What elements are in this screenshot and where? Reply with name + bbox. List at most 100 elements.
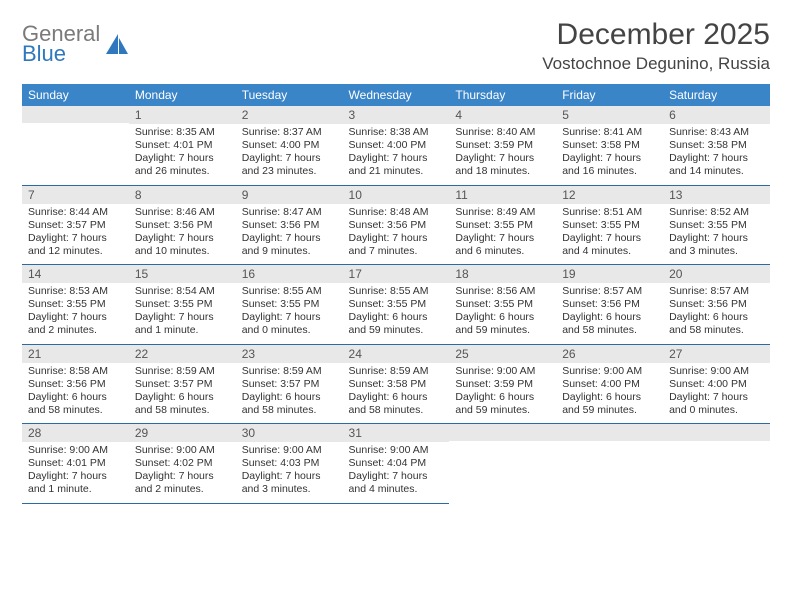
sunset: Sunset: 3:55 PM [562, 219, 657, 232]
daylight-line1: Daylight: 6 hours [455, 391, 550, 404]
day-details: Sunrise: 8:43 AMSunset: 3:58 PMDaylight:… [663, 124, 770, 185]
calendar-week: 7Sunrise: 8:44 AMSunset: 3:57 PMDaylight… [22, 185, 770, 265]
daylight-line1: Daylight: 7 hours [28, 232, 123, 245]
day-details: Sunrise: 8:52 AMSunset: 3:55 PMDaylight:… [663, 204, 770, 265]
daylight-line1: Daylight: 7 hours [242, 232, 337, 245]
day-number: 22 [129, 345, 236, 363]
calendar-body: 1Sunrise: 8:35 AMSunset: 4:01 PMDaylight… [22, 106, 770, 503]
sunset: Sunset: 3:56 PM [562, 298, 657, 311]
calendar-week: 21Sunrise: 8:58 AMSunset: 3:56 PMDayligh… [22, 344, 770, 424]
calendar-cell: 13Sunrise: 8:52 AMSunset: 3:55 PMDayligh… [663, 185, 770, 265]
day-header: Monday [129, 84, 236, 106]
day-number: 15 [129, 265, 236, 283]
sunset: Sunset: 3:55 PM [669, 219, 764, 232]
sunrise: Sunrise: 8:53 AM [28, 285, 123, 298]
sunrise: Sunrise: 8:59 AM [135, 365, 230, 378]
calendar-table: SundayMondayTuesdayWednesdayThursdayFrid… [22, 84, 770, 504]
calendar-cell: 16Sunrise: 8:55 AMSunset: 3:55 PMDayligh… [236, 265, 343, 345]
day-details: Sunrise: 8:58 AMSunset: 3:56 PMDaylight:… [22, 363, 129, 424]
sunrise: Sunrise: 8:38 AM [349, 126, 444, 139]
daylight-line2: and 14 minutes. [669, 165, 764, 178]
day-details: Sunrise: 9:00 AMSunset: 4:01 PMDaylight:… [22, 442, 129, 503]
calendar-cell: 17Sunrise: 8:55 AMSunset: 3:55 PMDayligh… [343, 265, 450, 345]
day-number: 14 [22, 265, 129, 283]
day-details: Sunrise: 8:53 AMSunset: 3:55 PMDaylight:… [22, 283, 129, 344]
sunset: Sunset: 4:00 PM [669, 378, 764, 391]
calendar-cell: 18Sunrise: 8:56 AMSunset: 3:55 PMDayligh… [449, 265, 556, 345]
sunrise: Sunrise: 9:00 AM [455, 365, 550, 378]
calendar-cell: 15Sunrise: 8:54 AMSunset: 3:55 PMDayligh… [129, 265, 236, 345]
calendar-cell: 4Sunrise: 8:40 AMSunset: 3:59 PMDaylight… [449, 106, 556, 185]
daylight-line2: and 1 minute. [28, 483, 123, 496]
sunset: Sunset: 3:58 PM [669, 139, 764, 152]
calendar-cell: 24Sunrise: 8:59 AMSunset: 3:58 PMDayligh… [343, 344, 450, 424]
calendar-page: General Blue December 2025 Vostochnoe De… [0, 0, 792, 514]
sunrise: Sunrise: 8:46 AM [135, 206, 230, 219]
sunrise: Sunrise: 9:00 AM [28, 444, 123, 457]
calendar-cell: 6Sunrise: 8:43 AMSunset: 3:58 PMDaylight… [663, 106, 770, 185]
day-number: 17 [343, 265, 450, 283]
day-details [556, 441, 663, 491]
daylight-line1: Daylight: 6 hours [455, 311, 550, 324]
daylight-line1: Daylight: 6 hours [562, 311, 657, 324]
daylight-line2: and 59 minutes. [349, 324, 444, 337]
header: General Blue December 2025 Vostochnoe De… [22, 18, 770, 74]
sunrise: Sunrise: 8:57 AM [669, 285, 764, 298]
day-details: Sunrise: 9:00 AMSunset: 4:02 PMDaylight:… [129, 442, 236, 503]
sunrise: Sunrise: 9:00 AM [669, 365, 764, 378]
day-number: 1 [129, 106, 236, 124]
day-number: 7 [22, 186, 129, 204]
day-number [449, 424, 556, 441]
sunrise: Sunrise: 8:44 AM [28, 206, 123, 219]
calendar-cell: 8Sunrise: 8:46 AMSunset: 3:56 PMDaylight… [129, 185, 236, 265]
daylight-line2: and 59 minutes. [455, 404, 550, 417]
sunrise: Sunrise: 8:52 AM [669, 206, 764, 219]
day-details: Sunrise: 9:00 AMSunset: 3:59 PMDaylight:… [449, 363, 556, 424]
daylight-line2: and 59 minutes. [455, 324, 550, 337]
calendar-cell [556, 424, 663, 504]
sunset: Sunset: 3:55 PM [455, 219, 550, 232]
day-details: Sunrise: 8:49 AMSunset: 3:55 PMDaylight:… [449, 204, 556, 265]
day-number: 25 [449, 345, 556, 363]
calendar-cell: 21Sunrise: 8:58 AMSunset: 3:56 PMDayligh… [22, 344, 129, 424]
calendar-cell: 26Sunrise: 9:00 AMSunset: 4:00 PMDayligh… [556, 344, 663, 424]
day-number: 11 [449, 186, 556, 204]
day-header: Saturday [663, 84, 770, 106]
day-details [449, 441, 556, 491]
day-number: 2 [236, 106, 343, 124]
day-number: 31 [343, 424, 450, 442]
daylight-line1: Daylight: 6 hours [562, 391, 657, 404]
sunset: Sunset: 3:56 PM [242, 219, 337, 232]
day-number: 27 [663, 345, 770, 363]
daylight-line2: and 4 minutes. [349, 483, 444, 496]
daylight-line1: Daylight: 7 hours [349, 232, 444, 245]
day-details: Sunrise: 8:54 AMSunset: 3:55 PMDaylight:… [129, 283, 236, 344]
sunrise: Sunrise: 9:00 AM [349, 444, 444, 457]
calendar-cell: 27Sunrise: 9:00 AMSunset: 4:00 PMDayligh… [663, 344, 770, 424]
day-header: Wednesday [343, 84, 450, 106]
calendar-cell: 29Sunrise: 9:00 AMSunset: 4:02 PMDayligh… [129, 424, 236, 504]
day-details: Sunrise: 8:47 AMSunset: 3:56 PMDaylight:… [236, 204, 343, 265]
daylight-line2: and 9 minutes. [242, 245, 337, 258]
sunrise: Sunrise: 8:40 AM [455, 126, 550, 139]
daylight-line1: Daylight: 7 hours [562, 232, 657, 245]
sunrise: Sunrise: 8:58 AM [28, 365, 123, 378]
day-number: 10 [343, 186, 450, 204]
calendar-cell: 22Sunrise: 8:59 AMSunset: 3:57 PMDayligh… [129, 344, 236, 424]
calendar-cell: 28Sunrise: 9:00 AMSunset: 4:01 PMDayligh… [22, 424, 129, 504]
daylight-line2: and 59 minutes. [562, 404, 657, 417]
sunset: Sunset: 3:56 PM [349, 219, 444, 232]
day-number: 13 [663, 186, 770, 204]
sunset: Sunset: 3:55 PM [135, 298, 230, 311]
sunset: Sunset: 3:55 PM [455, 298, 550, 311]
day-number: 9 [236, 186, 343, 204]
daylight-line2: and 10 minutes. [135, 245, 230, 258]
daylight-line1: Daylight: 7 hours [135, 152, 230, 165]
sail-icon [104, 32, 130, 56]
day-details: Sunrise: 8:59 AMSunset: 3:57 PMDaylight:… [236, 363, 343, 424]
sunrise: Sunrise: 8:56 AM [455, 285, 550, 298]
sunrise: Sunrise: 8:48 AM [349, 206, 444, 219]
calendar-cell: 10 Sunrise: 8:48 AMSunset: 3:56 PMDayligh… [343, 185, 450, 265]
sunset: Sunset: 4:04 PM [349, 457, 444, 470]
sunset: Sunset: 3:55 PM [28, 298, 123, 311]
